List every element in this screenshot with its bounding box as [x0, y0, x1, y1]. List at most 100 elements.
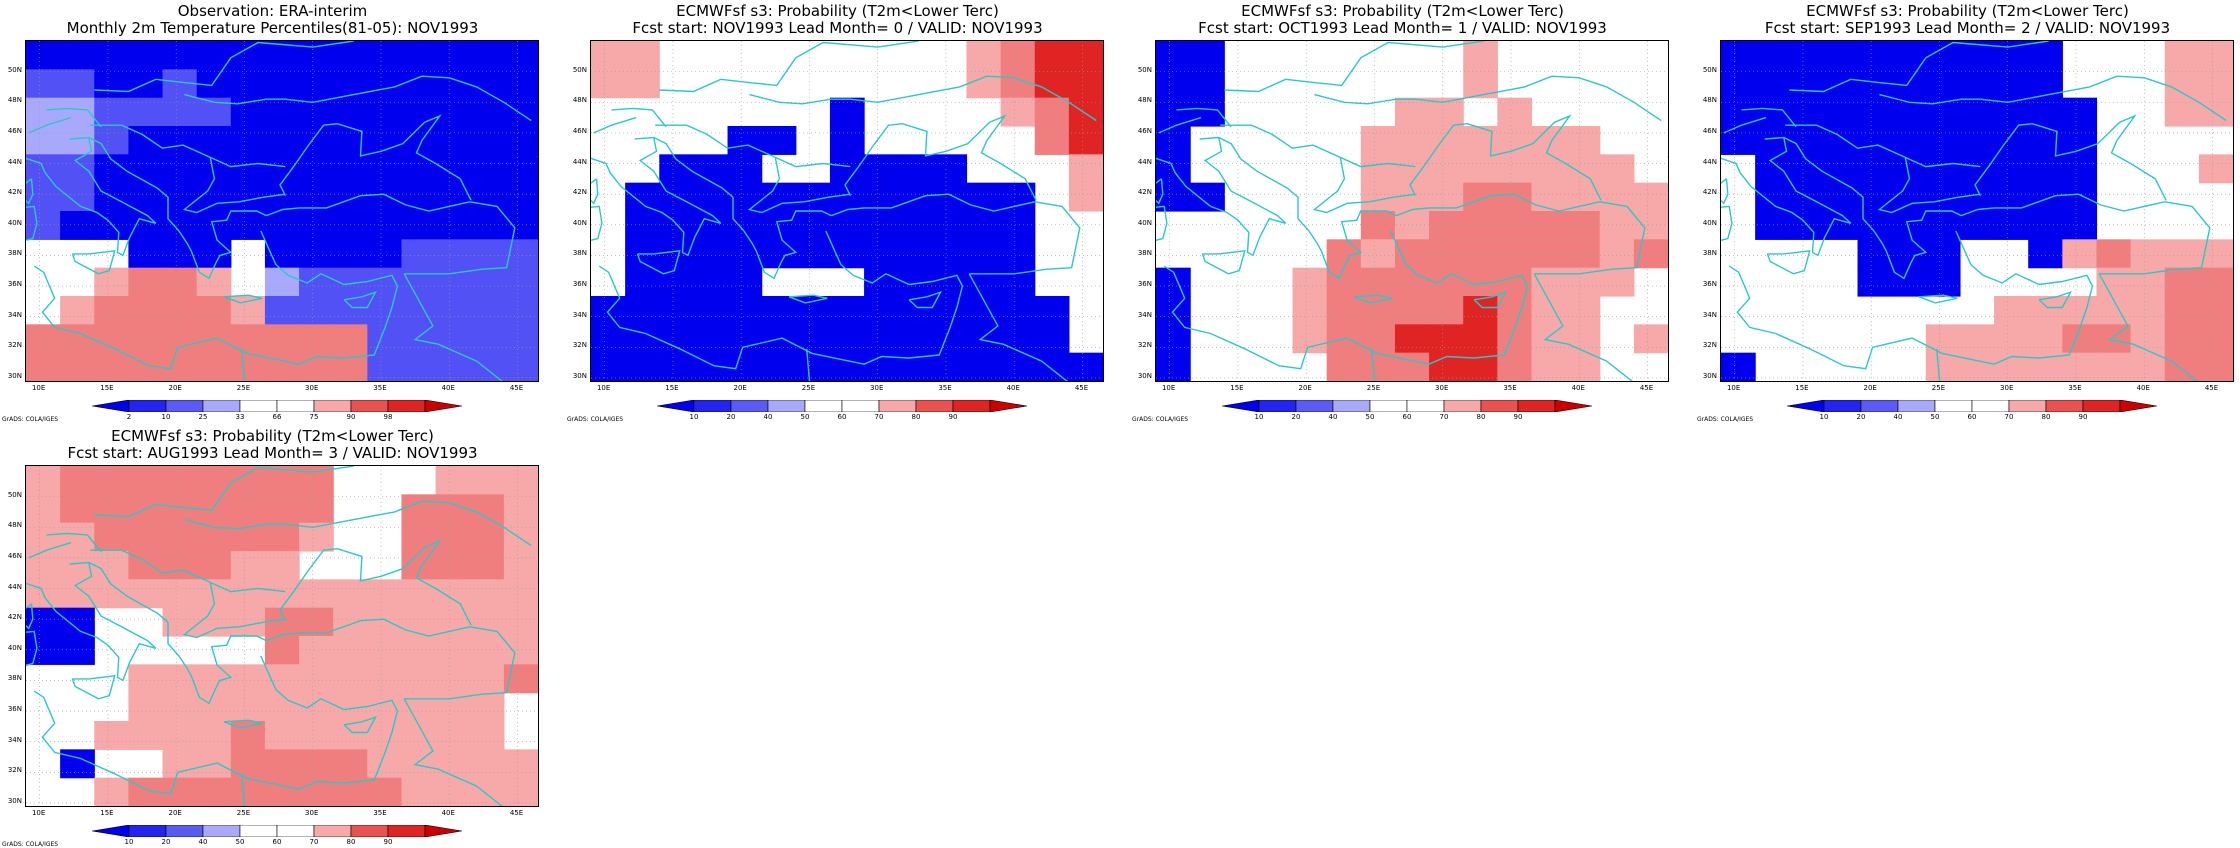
grid-cell: [128, 239, 164, 269]
grid-cell: [401, 607, 437, 637]
colorbar-tick-label: 60: [837, 413, 847, 421]
lat-label: 48N: [1137, 96, 1152, 105]
grid-cell: [625, 267, 660, 297]
grid-cell: [1531, 182, 1567, 212]
grid-cell: [94, 296, 129, 325]
grid-cell: [932, 154, 968, 184]
grid-cell: [162, 692, 198, 722]
grid-cell: [1599, 239, 1635, 269]
grid-cell: [60, 636, 95, 665]
grid-cell: [727, 126, 763, 155]
coastline: [1955, 230, 2094, 287]
colorbar-segment: [657, 400, 695, 412]
grid-cell: [128, 211, 164, 240]
grid-cell: [1497, 296, 1533, 325]
colorbar-segment: [915, 400, 954, 412]
lon-label: 10E: [31, 809, 46, 817]
coastline: [1741, 107, 1797, 128]
grid-cell: [2198, 324, 2233, 354]
grid-cell: [435, 551, 471, 580]
grid-cell: [1721, 126, 1756, 155]
lat-label: 40N: [1702, 218, 1717, 227]
coastline: [1218, 136, 1397, 280]
grid-cell: [435, 352, 471, 381]
grid-cell: [401, 69, 437, 99]
grid-cell: [2062, 296, 2098, 325]
coastline: [223, 294, 263, 304]
grid-cell: [829, 211, 865, 240]
grid-cell: [503, 494, 538, 524]
grid-cell: [196, 267, 232, 297]
grid-cell: [264, 324, 300, 354]
grid-cell: [829, 239, 865, 269]
grid-cell: [795, 296, 831, 325]
grid-cell: [230, 749, 266, 779]
grid-cell: [2028, 69, 2063, 99]
lon-label: 15E: [665, 384, 679, 392]
coastline: [184, 500, 532, 547]
lon-label: 20E: [1298, 384, 1312, 392]
grid-cell: [1891, 267, 1927, 297]
grid-cell: [435, 721, 471, 750]
grid-cell: [299, 636, 334, 665]
grid-cell: [94, 324, 129, 354]
grid-cell: [1068, 69, 1103, 99]
coastline: [788, 294, 828, 304]
grid-cell: [401, 352, 437, 381]
grid-cell: [435, 97, 471, 127]
grid-cell: [1156, 41, 1191, 70]
grid-cell: [1497, 97, 1533, 127]
grid-cell: [2028, 126, 2063, 155]
grid-cell: [1360, 324, 1396, 354]
grid-cell: [435, 324, 471, 354]
grid-cell: [503, 579, 538, 609]
lon-label: 15E: [100, 384, 114, 392]
colorbar-segment: [1934, 400, 1973, 412]
grid-cell: [196, 182, 232, 212]
grid-cell: [1531, 267, 1567, 297]
lat-label: 38N: [1702, 249, 1717, 258]
grid-cell: [230, 466, 266, 495]
coastline: [241, 773, 246, 806]
panel-title: Observation: ERA-interim: [177, 2, 368, 20]
grid-cell: [1326, 267, 1362, 297]
grid-cell: [299, 664, 334, 694]
lon-label: 40E: [1571, 384, 1585, 392]
grid-cell: [795, 182, 831, 212]
lon-label: 15E: [100, 809, 114, 817]
lat-label: 44N: [1702, 157, 1717, 166]
grid-cell: [1000, 239, 1036, 269]
grid-cell: [1463, 41, 1498, 70]
lat-label: 32N: [1137, 341, 1152, 350]
grid-cell: [162, 777, 198, 806]
grid-cell: [469, 69, 505, 99]
colorbar-tick-label: 40: [1328, 413, 1338, 421]
grid-cell: [1463, 69, 1498, 99]
grid-cell: [1190, 182, 1225, 212]
grid-cell: [1190, 41, 1225, 70]
panel-title: ECMWFsf s3: Probability (T2m<Lower Terc): [111, 427, 434, 445]
grid-cell: [264, 721, 300, 750]
grid-cell: [469, 749, 505, 779]
lon-label: 25E: [236, 384, 251, 392]
coastline: [1728, 265, 2094, 370]
grid-cell: [1857, 239, 1893, 269]
grid-cell: [401, 494, 437, 524]
grid-cell: [761, 182, 797, 212]
grid-cell: [1599, 154, 1635, 184]
lat-label: 48N: [1702, 96, 1717, 105]
coastline: [1473, 290, 1507, 309]
lat-label: 32N: [572, 341, 587, 350]
grid-cell: [1156, 324, 1191, 354]
coastline: [403, 698, 503, 806]
colorbar: [92, 825, 462, 837]
grid-cell: [864, 296, 899, 325]
grid-cell: [1000, 296, 1036, 325]
coastline: [94, 466, 354, 518]
grid-cell: [230, 721, 266, 750]
coastline: [1220, 124, 1416, 168]
grid-cell: [435, 692, 471, 722]
grid-cell: [367, 211, 403, 240]
grid-cell: [333, 749, 368, 779]
grid-cell: [1565, 126, 1601, 155]
